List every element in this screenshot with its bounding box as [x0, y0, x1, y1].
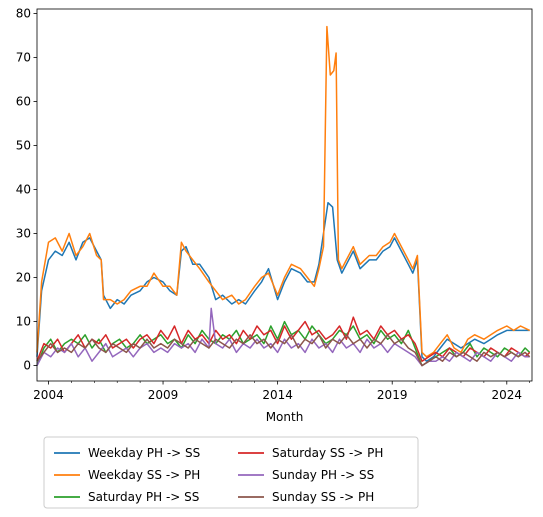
x-tick-label-2014: 2014 — [262, 388, 293, 402]
x-tick-label-2009: 2009 — [148, 388, 179, 402]
legend: Weekday PH -> SS Weekday SS -> PH Saturday… — [43, 436, 419, 509]
legend-label-2: Saturday PH -> SS — [88, 490, 199, 504]
legend-label-0: Weekday PH -> SS — [88, 446, 200, 460]
y-tick-label-80: 80 — [16, 6, 31, 20]
y-axis: 0 10 20 30 40 50 60 70 80 — [16, 6, 37, 373]
y-tick-label-30: 30 — [16, 227, 31, 241]
y-tick-label-0: 0 — [23, 359, 31, 373]
series-line-1 — [36, 25, 531, 358]
x-tick-label-2019: 2019 — [377, 388, 408, 402]
y-tick-label-50: 50 — [16, 138, 31, 152]
x-tick-label-2024: 2024 — [492, 388, 523, 402]
legend-box — [43, 436, 419, 509]
legend-label-5: Sunday SS -> PH — [272, 490, 374, 504]
series-line-5 — [36, 334, 531, 367]
series-line-4 — [36, 307, 530, 367]
legend-label-4: Sunday PH -> SS — [272, 468, 374, 482]
y-tick-label-60: 60 — [16, 94, 31, 108]
legend-label-1: Weekday SS -> PH — [88, 468, 200, 482]
series-line-3 — [36, 316, 531, 362]
x-axis-title: Month — [266, 410, 304, 424]
y-tick-label-40: 40 — [16, 182, 31, 196]
plot-frame — [36, 8, 533, 382]
y-tick-label-20: 20 — [16, 271, 31, 285]
x-axis: 2004 2009 2014 2019 2024 — [33, 381, 531, 402]
y-tick-label-70: 70 — [16, 50, 31, 64]
series-line-0 — [36, 201, 530, 362]
legend-label-3: Saturday SS -> PH — [272, 446, 383, 460]
series-layer — [36, 25, 531, 367]
x-tick-label-2004: 2004 — [33, 388, 64, 402]
y-tick-label-10: 10 — [16, 315, 31, 329]
